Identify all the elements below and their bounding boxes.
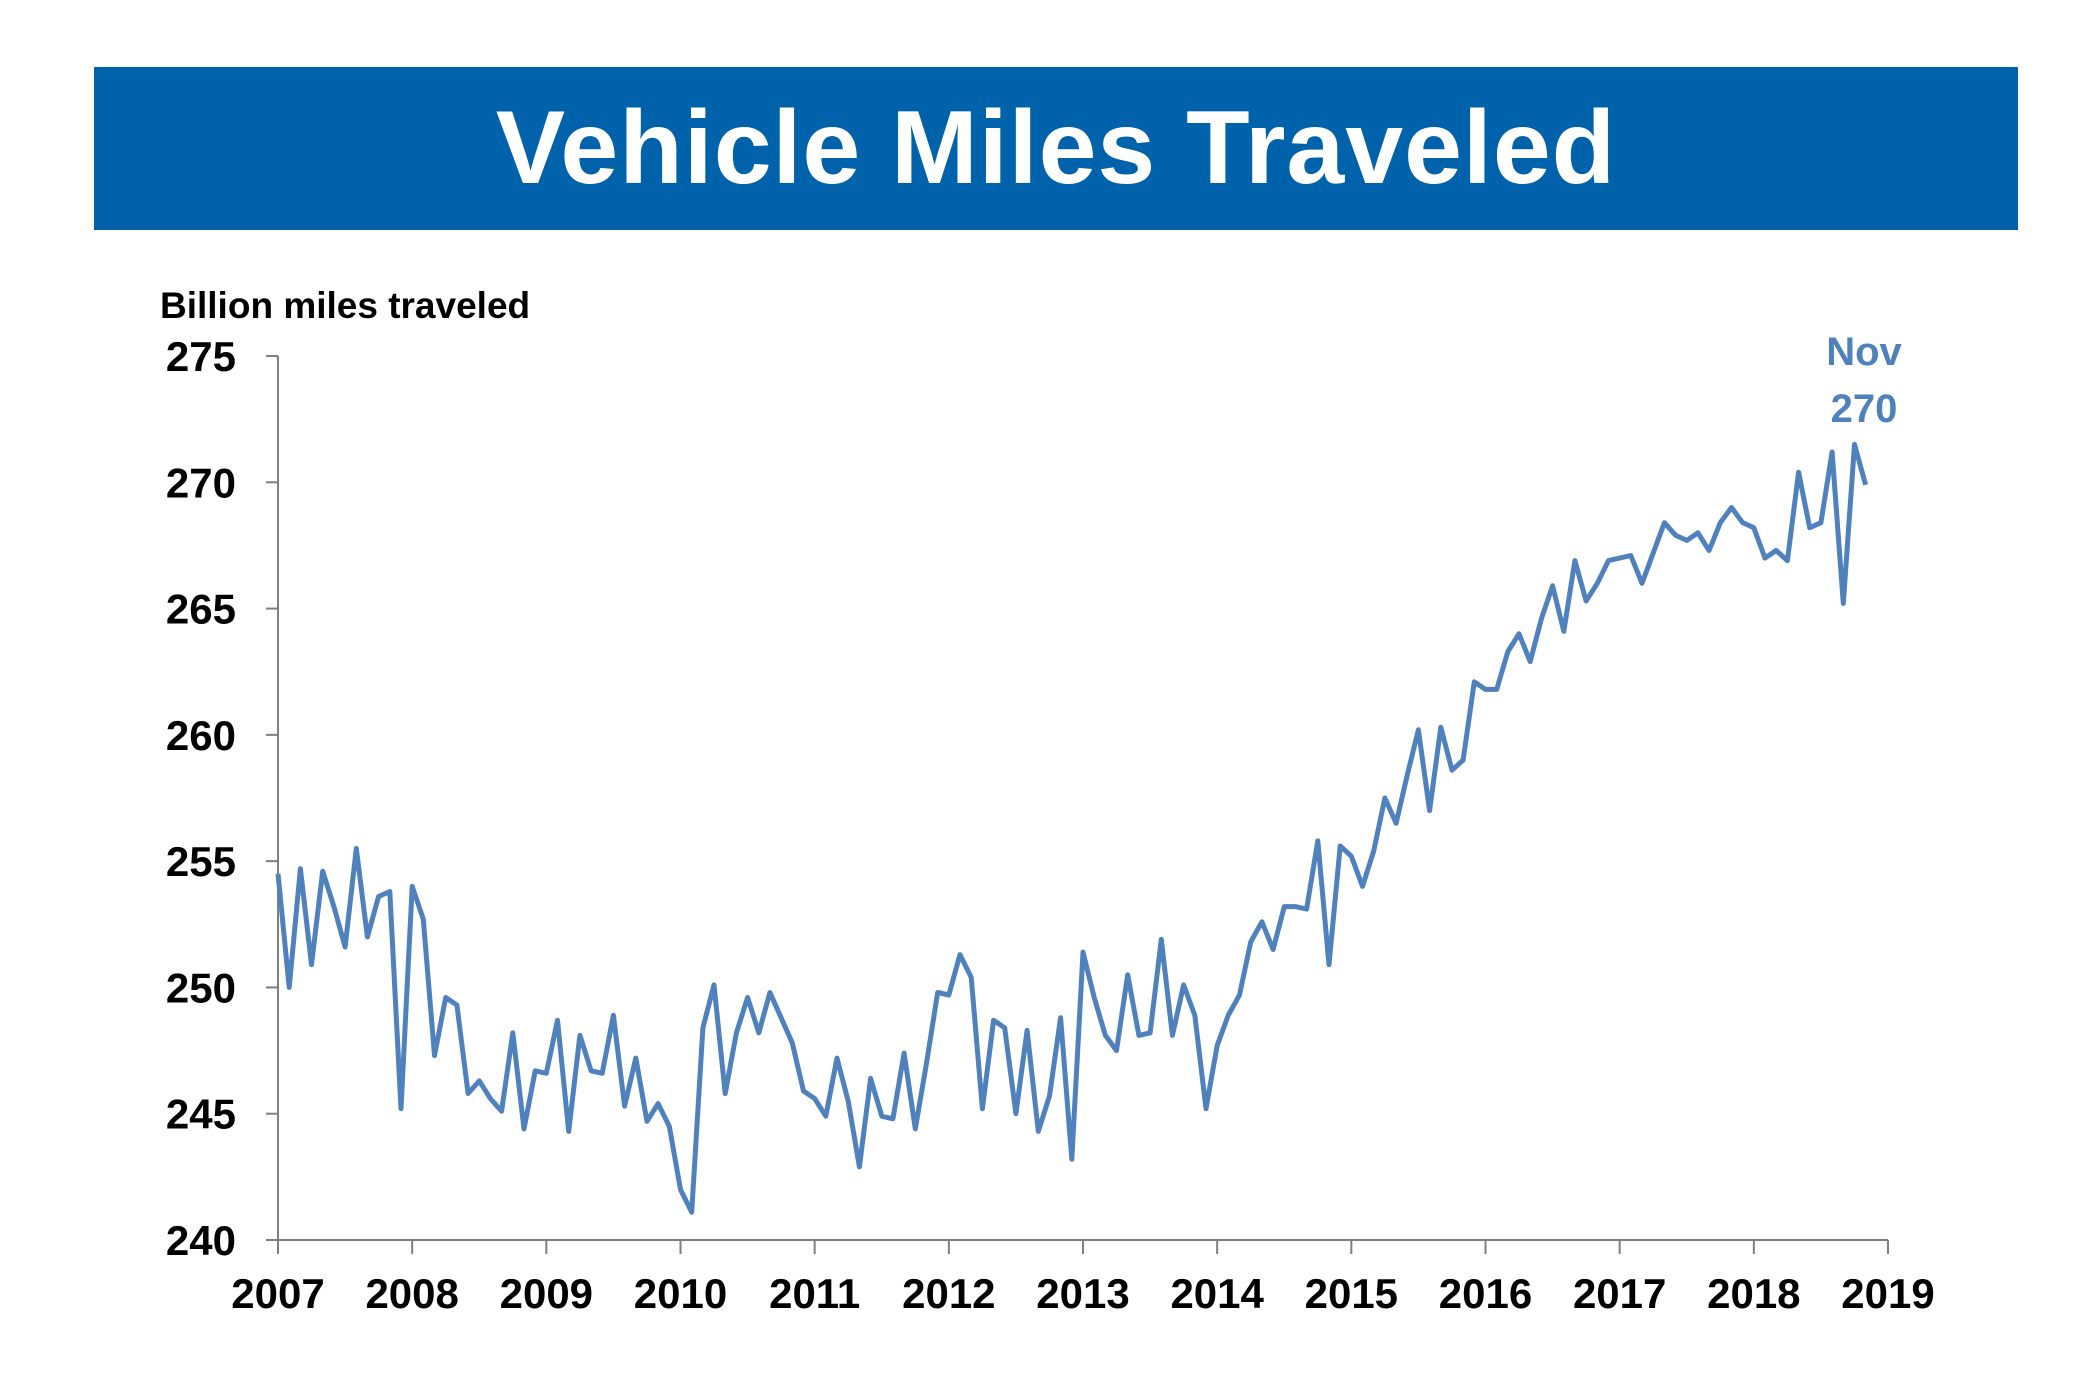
series-line [275,441,1869,1215]
y-tick-label: 240 [166,1217,236,1264]
x-tick-label: 2013 [1036,1270,1129,1317]
annotation-value: 270 [1831,387,1898,431]
x-tick-label: 2015 [1305,1270,1398,1317]
x-tick-label: 2012 [902,1270,995,1317]
x-tick-label: 2007 [231,1270,324,1317]
x-axis: 2007 2008 2009 2010 2011 2012 2013 2014 2015 2016… [231,1240,1935,1317]
y-axis-label: Billion miles traveled [160,285,530,326]
y-tick-label: 260 [166,712,236,759]
x-tick-label: 2016 [1439,1270,1532,1317]
y-tick-label: 270 [166,459,236,506]
y-tick-label: 265 [166,586,236,633]
x-tick-label: 2017 [1573,1270,1666,1317]
chart-title: Vehicle Miles Traveled [495,90,1617,206]
x-tick-label: 2018 [1707,1270,1800,1317]
x-tick-label: 2019 [1841,1270,1934,1317]
x-tick-label: 2008 [365,1270,458,1317]
y-tick-label: 255 [166,838,236,885]
x-tick-label: 2011 [769,1270,860,1317]
y-tick-label: 275 [166,333,236,380]
title-banner: Vehicle Miles Traveled [94,67,2018,230]
y-axis: 240 245 250 255 260 265 270 275 [166,333,278,1264]
x-tick-label: 2014 [1170,1270,1264,1317]
annotation-month: Nov [1826,330,1902,374]
y-tick-label: 245 [166,1091,236,1138]
y-tick-label: 250 [166,964,236,1011]
x-tick-label: 2010 [634,1270,727,1317]
x-tick-label: 2009 [500,1270,593,1317]
